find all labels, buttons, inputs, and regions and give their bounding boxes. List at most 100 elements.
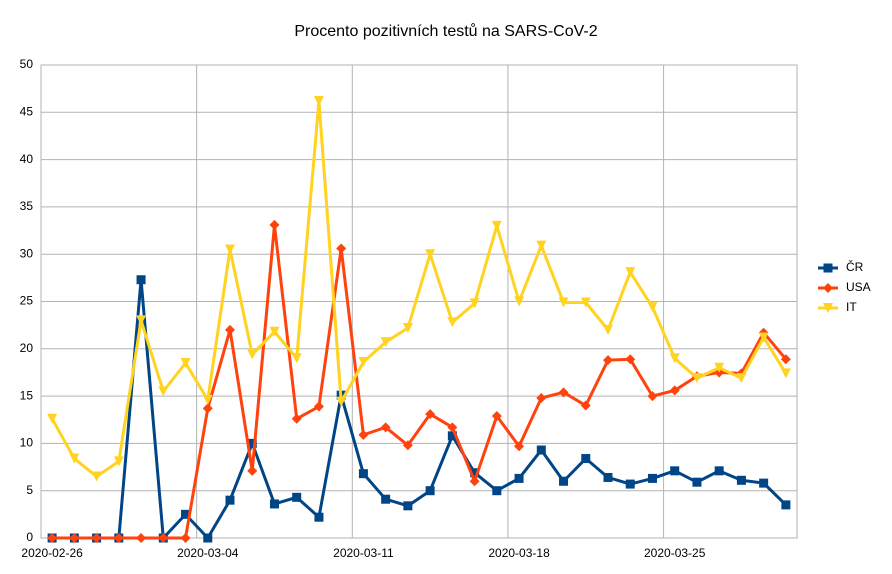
marker bbox=[492, 486, 502, 496]
marker bbox=[536, 445, 546, 455]
y-tick-label: 40 bbox=[20, 152, 34, 166]
marker bbox=[313, 95, 324, 106]
marker bbox=[181, 509, 191, 519]
marker bbox=[247, 349, 258, 360]
x-tick-label: 2020-02-26 bbox=[21, 546, 83, 560]
marker bbox=[581, 454, 591, 464]
marker bbox=[269, 326, 280, 337]
marker bbox=[491, 410, 502, 421]
marker bbox=[536, 392, 547, 403]
x-tick-label: 2020-03-11 bbox=[333, 546, 394, 560]
marker bbox=[381, 494, 391, 504]
marker bbox=[247, 465, 258, 476]
marker bbox=[113, 533, 124, 543]
y-tick-label: 35 bbox=[20, 199, 34, 213]
series-line bbox=[52, 278, 787, 540]
y-tick-label: 50 bbox=[20, 57, 34, 71]
legend-label: ČR bbox=[846, 259, 864, 274]
marker bbox=[470, 468, 480, 478]
marker bbox=[47, 533, 58, 543]
x-tick-label: 2020-03-04 bbox=[177, 546, 239, 560]
marker bbox=[625, 479, 635, 489]
series-line bbox=[52, 223, 788, 540]
y-tick-label: 0 bbox=[26, 530, 33, 544]
marker bbox=[558, 297, 569, 308]
marker bbox=[358, 429, 369, 440]
marker bbox=[580, 400, 591, 411]
y-tick-label: 10 bbox=[20, 436, 34, 450]
marker bbox=[558, 387, 569, 398]
marker bbox=[202, 394, 213, 405]
marker bbox=[647, 302, 658, 313]
marker bbox=[47, 413, 58, 424]
marker bbox=[514, 473, 524, 483]
marker bbox=[91, 533, 102, 543]
marker bbox=[781, 500, 791, 510]
marker bbox=[269, 499, 279, 509]
y-tick-label: 25 bbox=[20, 294, 34, 308]
marker bbox=[136, 533, 147, 543]
marker bbox=[780, 368, 791, 379]
marker bbox=[402, 440, 413, 451]
marker bbox=[380, 422, 391, 433]
marker bbox=[625, 354, 636, 365]
y-tick-label: 20 bbox=[20, 341, 34, 355]
marker bbox=[425, 249, 436, 260]
marker bbox=[225, 495, 235, 505]
marker bbox=[736, 373, 747, 384]
marker bbox=[714, 362, 725, 373]
marker bbox=[136, 275, 146, 285]
marker bbox=[158, 386, 169, 397]
plot-frame bbox=[40, 64, 798, 539]
marker bbox=[536, 240, 547, 251]
marker bbox=[603, 355, 613, 366]
marker bbox=[691, 373, 702, 384]
marker bbox=[113, 456, 124, 467]
series-line bbox=[50, 99, 788, 479]
marker bbox=[336, 396, 347, 407]
marker bbox=[514, 296, 525, 307]
marker bbox=[447, 431, 457, 441]
marker bbox=[402, 322, 413, 333]
marker bbox=[225, 244, 235, 255]
marker bbox=[491, 220, 502, 231]
marker bbox=[425, 486, 435, 496]
marker bbox=[69, 533, 80, 543]
marker bbox=[603, 324, 613, 335]
marker bbox=[758, 332, 769, 343]
marker bbox=[425, 409, 436, 420]
marker bbox=[292, 492, 302, 502]
marker bbox=[469, 298, 480, 309]
marker bbox=[91, 471, 102, 482]
marker bbox=[203, 533, 213, 543]
marker bbox=[291, 353, 302, 364]
marker bbox=[313, 401, 324, 412]
marker bbox=[780, 354, 791, 365]
marker bbox=[69, 453, 80, 464]
marker bbox=[714, 466, 724, 476]
marker bbox=[580, 297, 591, 308]
marker bbox=[136, 315, 147, 326]
marker bbox=[669, 353, 680, 364]
marker bbox=[180, 357, 191, 368]
marker bbox=[625, 267, 636, 278]
marker bbox=[469, 476, 480, 487]
chart-title: Procento pozitivních testů na SARS-CoV-2 bbox=[294, 22, 597, 40]
marker bbox=[759, 478, 769, 488]
marker bbox=[603, 472, 613, 482]
marker bbox=[180, 533, 191, 543]
marker bbox=[403, 501, 413, 511]
marker bbox=[158, 533, 169, 543]
marker bbox=[269, 219, 280, 230]
y-tick-label: 5 bbox=[26, 483, 33, 497]
marker bbox=[647, 473, 657, 483]
marker bbox=[670, 466, 680, 476]
marker bbox=[225, 324, 235, 335]
marker bbox=[358, 469, 368, 479]
marker bbox=[669, 385, 680, 396]
marker bbox=[202, 403, 213, 414]
y-tick-label: 15 bbox=[20, 388, 34, 402]
legend-label: USA bbox=[846, 280, 871, 294]
x-tick-label: 2020-03-25 bbox=[644, 546, 706, 560]
